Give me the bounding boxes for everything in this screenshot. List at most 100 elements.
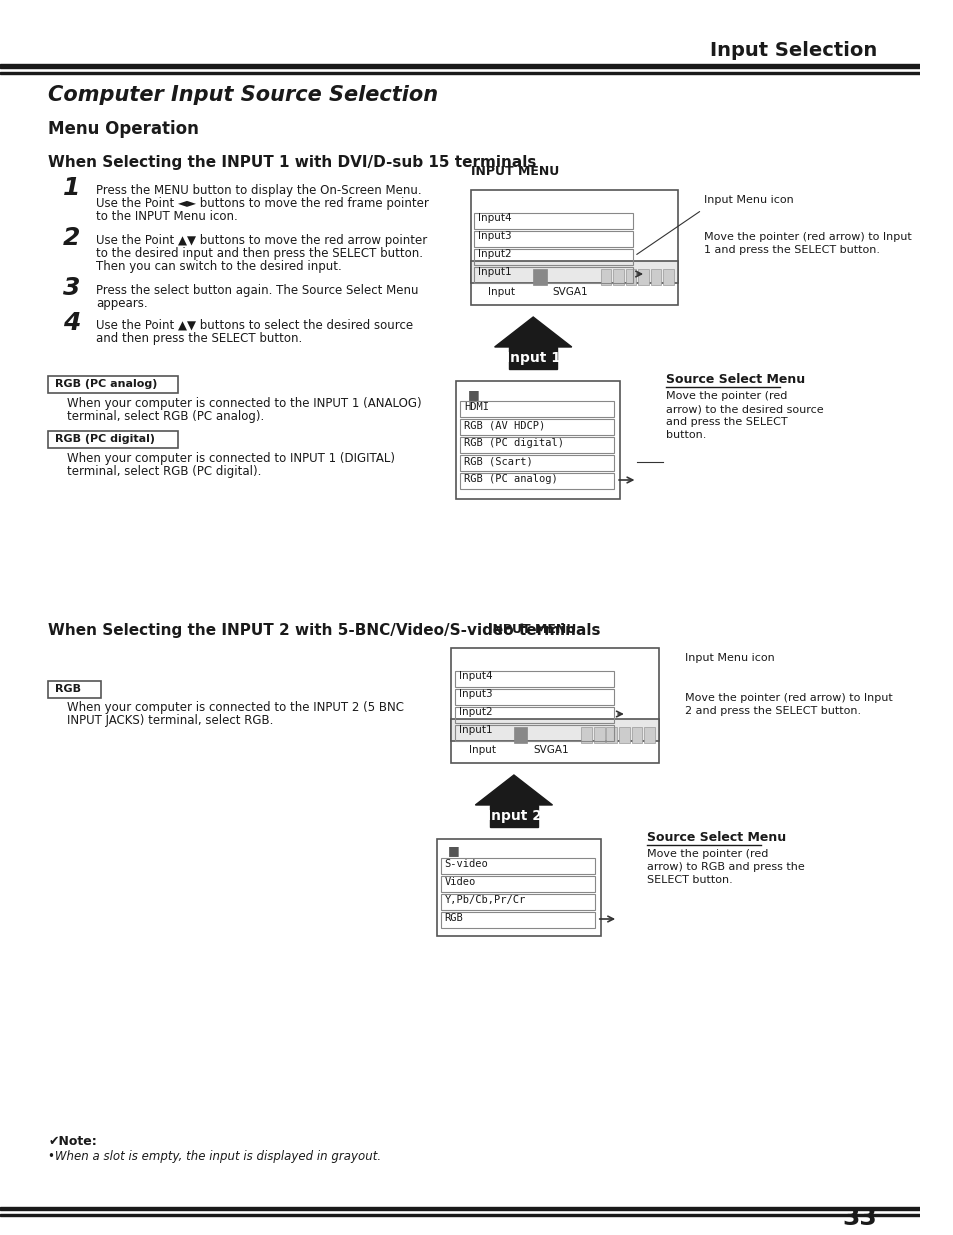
Text: 2: 2 <box>63 226 80 249</box>
Bar <box>455 706 614 722</box>
Bar <box>509 347 557 369</box>
Bar <box>606 727 617 743</box>
Text: Use the Point ▲▼ buttons to move the red arrow pointer: Use the Point ▲▼ buttons to move the red… <box>96 233 427 247</box>
Text: RGB: RGB <box>55 684 81 694</box>
Text: INPUT MENU: INPUT MENU <box>470 165 558 178</box>
Bar <box>451 719 658 741</box>
Bar <box>459 437 614 453</box>
Bar <box>662 269 673 285</box>
Text: Move the pointer (red arrow) to Input: Move the pointer (red arrow) to Input <box>684 693 891 703</box>
Text: terminal, select RGB (PC digital).: terminal, select RGB (PC digital). <box>68 466 261 478</box>
Text: 2 and press the SELECT button.: 2 and press the SELECT button. <box>684 706 860 716</box>
Text: Input1: Input1 <box>477 267 512 277</box>
Text: INPUT JACKS) terminal, select RGB.: INPUT JACKS) terminal, select RGB. <box>68 714 274 727</box>
Text: Input 2: Input 2 <box>485 809 541 823</box>
Text: When Selecting the INPUT 1 with DVI/D-sub 15 terminals: When Selecting the INPUT 1 with DVI/D-su… <box>49 156 536 170</box>
Text: S-video: S-video <box>444 860 488 869</box>
Text: appears.: appears. <box>96 296 148 310</box>
Bar <box>489 805 537 827</box>
Text: to the desired input and then press the SELECT button.: to the desired input and then press the … <box>96 247 423 261</box>
Bar <box>440 876 595 892</box>
Text: Input Menu icon: Input Menu icon <box>684 653 774 663</box>
Text: Input4: Input4 <box>458 671 492 680</box>
Bar <box>643 727 654 743</box>
Text: Move the pointer (red: Move the pointer (red <box>646 848 767 860</box>
Text: Move the pointer (red: Move the pointer (red <box>665 391 787 401</box>
Text: ■: ■ <box>467 389 479 401</box>
Bar <box>514 727 527 743</box>
Bar <box>594 727 604 743</box>
Bar <box>459 473 614 489</box>
Text: 1 and press the SELECT button.: 1 and press the SELECT button. <box>703 245 879 254</box>
Polygon shape <box>494 317 571 347</box>
Bar <box>455 689 614 705</box>
Bar <box>0 72 919 74</box>
Text: Menu Operation: Menu Operation <box>49 120 199 138</box>
Text: 3: 3 <box>63 275 80 300</box>
Bar <box>474 212 633 228</box>
Text: Source Select Menu: Source Select Menu <box>646 831 785 844</box>
Bar <box>600 269 611 285</box>
Polygon shape <box>475 776 552 805</box>
Text: SELECT button.: SELECT button. <box>646 876 732 885</box>
Text: INPUT MENU: INPUT MENU <box>487 622 576 636</box>
Bar <box>49 375 178 393</box>
Text: Move the pointer (red arrow) to Input: Move the pointer (red arrow) to Input <box>703 232 911 242</box>
Bar <box>456 382 619 499</box>
Text: RGB (PC digital): RGB (PC digital) <box>55 433 154 445</box>
Bar <box>49 680 101 698</box>
Bar <box>625 269 636 285</box>
Bar <box>440 911 595 927</box>
Text: and press the SELECT: and press the SELECT <box>665 417 787 427</box>
Text: •When a slot is empty, the input is displayed in grayout.: •When a slot is empty, the input is disp… <box>49 1150 381 1163</box>
Text: ✔Note:: ✔Note: <box>49 1135 97 1149</box>
Text: Computer Input Source Selection: Computer Input Source Selection <box>49 85 437 105</box>
Bar <box>474 267 633 283</box>
Bar <box>580 727 592 743</box>
Bar <box>0 1207 919 1210</box>
Text: and then press the SELECT button.: and then press the SELECT button. <box>96 332 302 345</box>
Text: RGB: RGB <box>444 913 463 923</box>
Bar <box>459 401 614 417</box>
Text: button.: button. <box>665 430 706 440</box>
Bar <box>631 727 641 743</box>
Text: When your computer is connected to INPUT 1 (DIGITAL): When your computer is connected to INPUT… <box>68 452 395 466</box>
Text: Then you can switch to the desired input.: Then you can switch to the desired input… <box>96 261 342 273</box>
Text: Video: Video <box>444 877 476 887</box>
Bar <box>455 725 614 741</box>
Text: ■: ■ <box>448 845 459 857</box>
Bar <box>470 190 678 305</box>
Text: Input2: Input2 <box>458 706 492 718</box>
Text: Input4: Input4 <box>477 212 512 224</box>
Text: Input3: Input3 <box>477 231 512 241</box>
Bar <box>455 671 614 687</box>
Bar <box>613 269 623 285</box>
Bar <box>440 858 595 874</box>
Text: Input: Input <box>487 287 515 296</box>
Bar <box>436 839 600 936</box>
Text: RGB (PC analog): RGB (PC analog) <box>55 379 157 389</box>
Text: RGB (PC analog): RGB (PC analog) <box>463 474 557 484</box>
Bar <box>474 249 633 266</box>
Bar <box>474 231 633 247</box>
Text: RGB (PC digital): RGB (PC digital) <box>463 438 563 448</box>
Bar <box>0 64 919 68</box>
Text: Press the select button again. The Source Select Menu: Press the select button again. The Sourc… <box>96 284 418 296</box>
Text: Use the Point ▲▼ buttons to select the desired source: Use the Point ▲▼ buttons to select the d… <box>96 319 413 332</box>
Text: arrow) to RGB and press the: arrow) to RGB and press the <box>646 862 804 872</box>
Text: When Selecting the INPUT 2 with 5-BNC/Video/S-video terminals: When Selecting the INPUT 2 with 5-BNC/Vi… <box>49 622 600 638</box>
Text: Input3: Input3 <box>458 689 492 699</box>
Bar <box>459 419 614 435</box>
Text: HDMI: HDMI <box>463 403 488 412</box>
Text: 4: 4 <box>63 311 80 335</box>
Bar <box>440 894 595 910</box>
Bar <box>638 269 648 285</box>
Text: Input Menu icon: Input Menu icon <box>703 195 793 205</box>
Text: SVGA1: SVGA1 <box>552 287 587 296</box>
Text: When your computer is connected to the INPUT 1 (ANALOG): When your computer is connected to the I… <box>68 396 421 410</box>
Bar <box>470 261 678 283</box>
Text: RGB (AV HDCP): RGB (AV HDCP) <box>463 420 544 430</box>
Text: Press the MENU button to display the On-Screen Menu.: Press the MENU button to display the On-… <box>96 184 421 198</box>
Text: Input 1: Input 1 <box>505 351 560 366</box>
Text: Source Select Menu: Source Select Menu <box>665 373 804 387</box>
